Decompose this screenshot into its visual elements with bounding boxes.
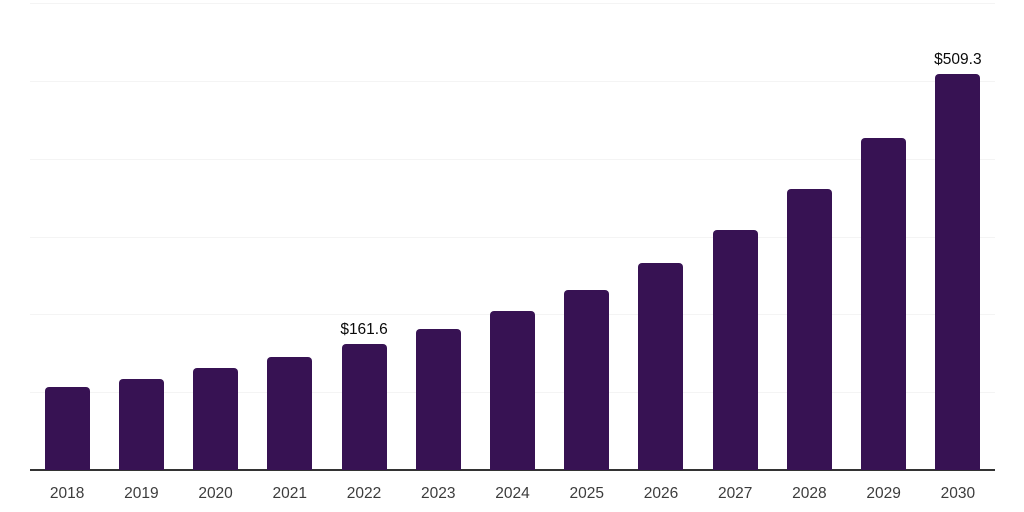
x-tick-label-2023: 2023	[421, 485, 456, 502]
gridline	[30, 3, 995, 4]
gridline	[30, 159, 995, 160]
bar-2023	[415, 329, 461, 470]
value-label-2022: $161.6	[340, 321, 388, 339]
gridline	[30, 81, 995, 82]
x-tick-label-2020: 2020	[198, 485, 233, 502]
x-tick-label-2028: 2028	[792, 485, 827, 502]
x-tick-label-2025: 2025	[569, 485, 604, 502]
bar-2019	[118, 378, 164, 470]
gridline	[30, 237, 995, 238]
x-tick-label-2029: 2029	[866, 485, 901, 502]
bar-2020	[193, 367, 239, 470]
x-tick-label-2018: 2018	[49, 485, 85, 502]
x-tick-label-2022: 2022	[346, 485, 382, 502]
x-tick-label-2030: 2030	[940, 485, 976, 502]
bar-2027	[712, 229, 758, 470]
bar-2025	[564, 289, 610, 470]
bar-2022	[341, 344, 387, 470]
value-label-2030: $509.3	[934, 50, 982, 68]
bar-2029	[861, 138, 907, 470]
bar-2024	[490, 311, 535, 470]
x-tick-label-2019: 2019	[124, 485, 159, 502]
x-tick-label-2026: 2026	[643, 485, 679, 502]
x-tick-label-2021: 2021	[272, 485, 308, 502]
x-axis-line	[30, 469, 995, 471]
bar-2021	[267, 357, 313, 470]
bar-2028	[786, 189, 832, 470]
bar-2026	[638, 262, 684, 470]
x-tick-label-2024: 2024	[495, 485, 530, 502]
bar-2030	[935, 73, 981, 470]
bar-2018	[44, 386, 90, 470]
x-tick-label-2027: 2027	[717, 485, 753, 502]
